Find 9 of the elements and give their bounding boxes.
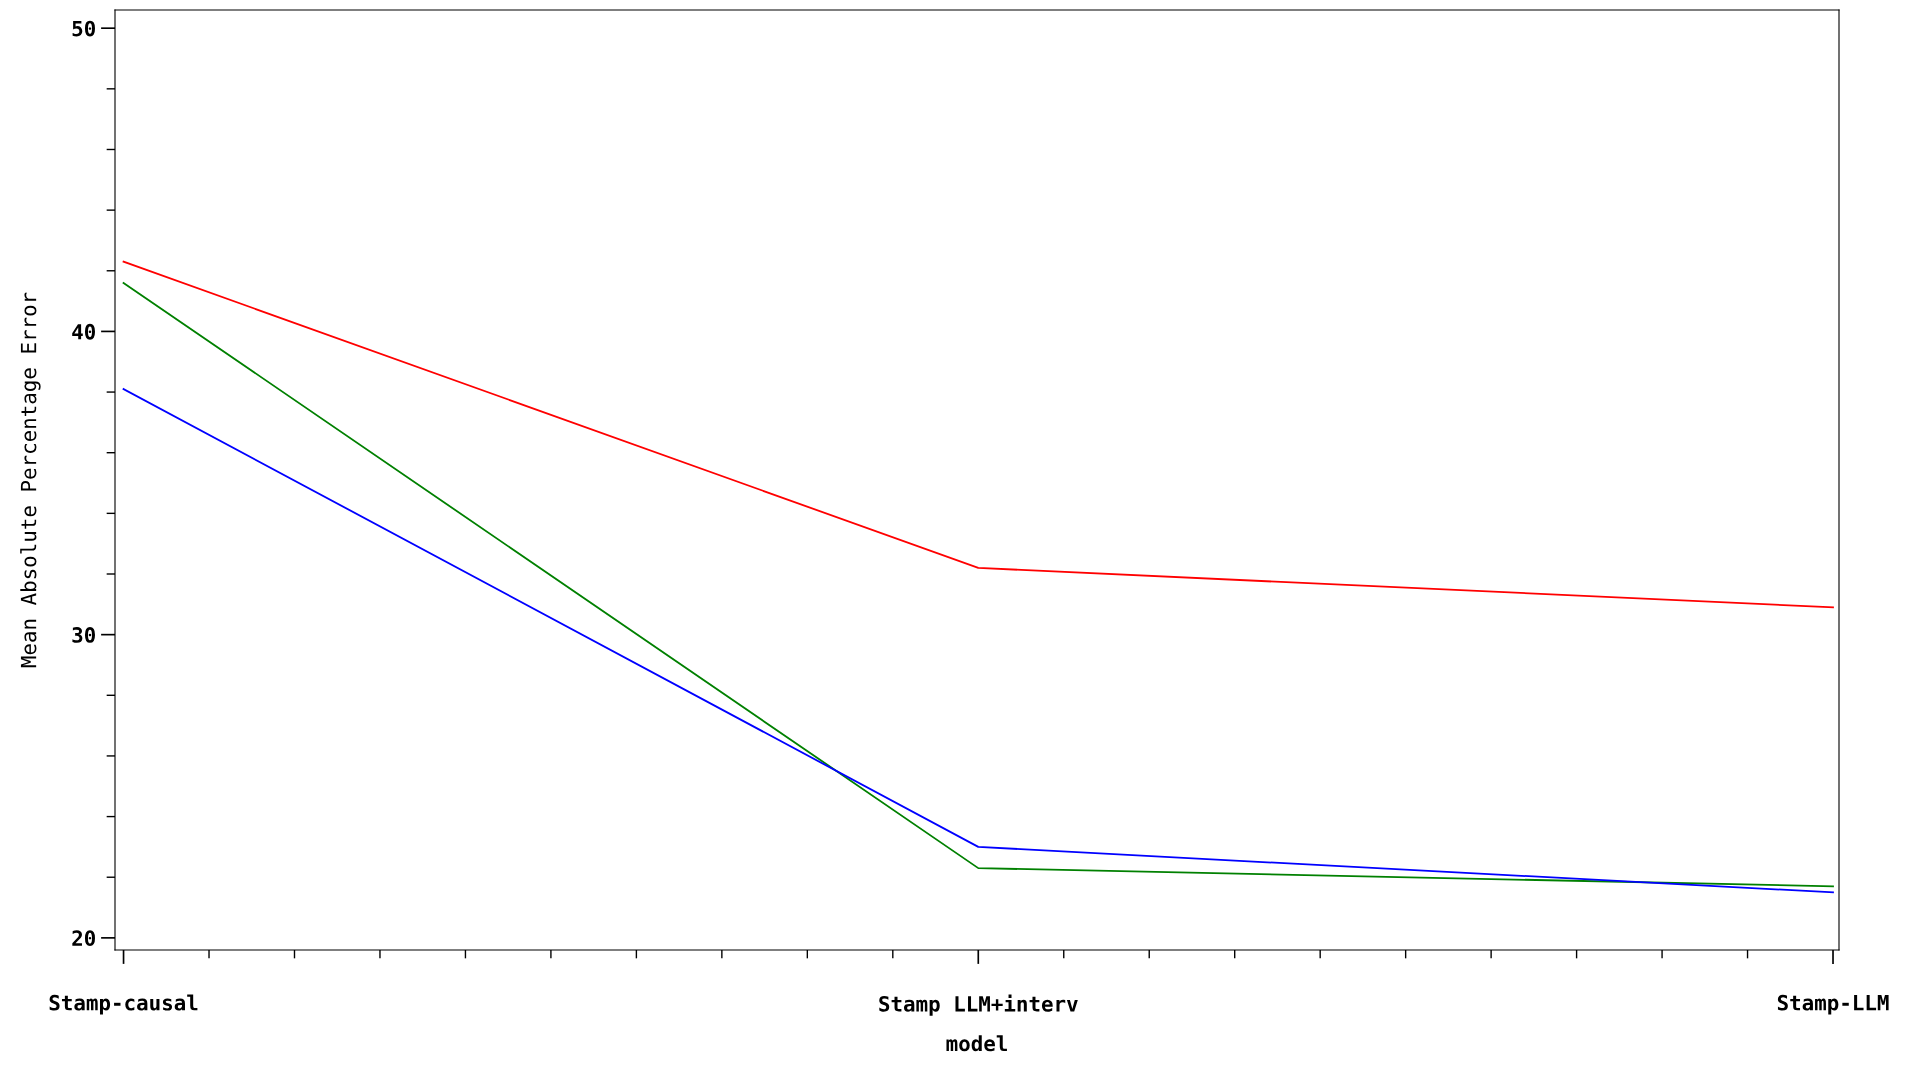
y-tick-label: 50 [72,20,95,37]
x-tick-label: Stamp-causal [49,994,198,1015]
x-axis-title: model [946,1035,1007,1052]
x-tick-label: Stamp LLM+interv [879,994,1078,1016]
y-tick-label: 40 [72,323,95,340]
y-tick-label: 20 [72,930,95,947]
y-tick-label: 30 [72,627,95,643]
y-axis-title: Mean Absolute Percentage Error [20,292,41,668]
x-tick-label: Stamp-LLM [1777,994,1889,1015]
